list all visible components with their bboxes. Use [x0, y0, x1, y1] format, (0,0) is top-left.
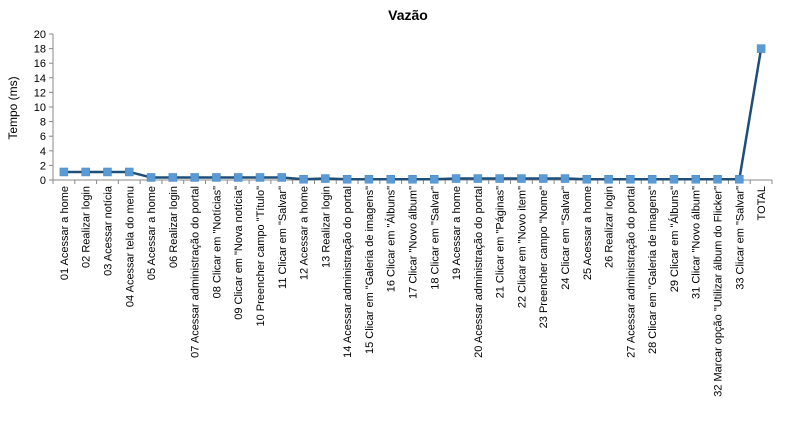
data-point: [495, 174, 504, 183]
data-point: [626, 175, 635, 184]
data-point: [647, 175, 657, 184]
x-tick-label: 15 Clicar em "Galeria de imagens": [364, 186, 376, 354]
series-layer: [59, 44, 766, 184]
data-point: [713, 175, 722, 184]
x-tick-label: 29 Clicar em "Álbuns": [668, 186, 681, 292]
x-tick-label: 23 Preencher campo "Nome": [538, 186, 550, 328]
y-tick-label: 10: [34, 102, 46, 114]
y-axis: 0 2 4 6 8 10 12 14 16 18 20: [34, 29, 54, 187]
data-point: [146, 173, 156, 182]
data-point: [125, 167, 134, 177]
data-point: [212, 173, 221, 182]
x-tick-label: 14 Acessar administração do portal: [342, 186, 354, 358]
x-tick-label: 19 Acessar a home: [451, 186, 463, 280]
y-tick-label: 12: [34, 87, 46, 99]
x-axis: 01 Acessar a home 02 Realizar login 03 Ace…: [52, 179, 773, 397]
x-tick-label: 32 Marcar opção "Utilizar álbum do Flick…: [713, 186, 725, 397]
data-point: [604, 175, 613, 184]
x-tick-label: 17 Clicar "Novo álbum": [408, 186, 420, 299]
data-point: [756, 44, 766, 53]
x-tick-label: 28 Clicar em "Galeria de imagens": [647, 186, 659, 354]
data-point: [451, 174, 461, 183]
y-tick-label: 20: [34, 29, 46, 41]
data-point: [190, 173, 199, 182]
x-tick-label: 04 Acessar tela do menu: [124, 186, 136, 307]
data-point: [691, 175, 700, 184]
data-point: [103, 167, 112, 177]
series-line: [63, 48, 763, 181]
x-tick-label: 03 Acessar notícia: [102, 185, 114, 276]
x-tick-label: 08 Clicar em "Notícias": [211, 186, 223, 298]
x-tick-label: 21 Clicar em "Páginas": [495, 186, 507, 298]
y-tick-label: 8: [40, 117, 46, 129]
x-tick-label: 25 Acessar a home: [582, 186, 594, 280]
data-point: [59, 167, 69, 177]
x-tick-label: 33 Clicar em "Salvar": [734, 186, 746, 290]
x-tick-label: 18 Clicar em "Salvar": [429, 186, 441, 290]
x-tick-label: 02 Realizar login: [81, 186, 93, 268]
y-tick-label: 0: [40, 175, 46, 187]
data-point: [473, 174, 483, 183]
y-tick-label: 2: [40, 160, 46, 172]
data-point: [81, 167, 90, 177]
x-tick-label: 24 Clicar em "Salvar": [560, 186, 572, 290]
data-point: [560, 174, 570, 183]
y-tick-label: 6: [40, 131, 46, 143]
y-tick-label: 16: [34, 58, 46, 70]
data-point: [408, 175, 417, 184]
x-tick-label: 26 Realizar login: [604, 186, 616, 268]
data-point: [277, 173, 287, 182]
data-point: [168, 173, 178, 182]
data-point: [342, 175, 352, 184]
data-point: [321, 174, 330, 183]
data-point: [299, 175, 308, 184]
data-point: [386, 175, 395, 184]
y-axis-title: Tempo (ms): [6, 76, 20, 139]
data-point: [582, 175, 592, 184]
y-tick-label: 4: [40, 146, 46, 158]
data-point: [735, 175, 744, 184]
x-tick-label: 06 Realizar login: [168, 186, 180, 268]
x-tick-label: 07 Acessar administração do portal: [190, 186, 202, 358]
x-tick-label: 05 Acessar a home: [146, 186, 158, 280]
x-tick-label: 31 Clicar "Novo álbum": [691, 186, 703, 299]
y-tick-label: 18: [34, 44, 46, 56]
y-tick-label: 14: [34, 73, 46, 85]
x-tick-label: 27 Acessar administração do portal: [625, 186, 637, 358]
data-point: [255, 173, 265, 182]
x-tick-label: 11 Clicar em "Salvar": [277, 186, 289, 289]
data-point: [233, 173, 243, 182]
x-tick-label: 16 Clicar em "Álbuns": [385, 186, 398, 292]
data-point: [517, 174, 526, 183]
data-point: [669, 175, 679, 184]
data-point: [364, 175, 374, 184]
x-tick-label: 13 Realizar login: [320, 186, 332, 268]
x-tick-label: 12 Acessar a home: [299, 186, 311, 280]
x-tick-label: 01 Acessar a home: [59, 186, 71, 280]
data-point: [430, 175, 439, 184]
x-tick-label: TOTAL: [756, 186, 768, 220]
chart-title: Vazão: [388, 7, 428, 23]
x-tick-label: 22 Clicar em "Novo item": [516, 186, 528, 308]
data-point: [538, 174, 548, 183]
x-tick-label: 10 Preencher campo "Título": [255, 186, 267, 327]
x-tick-label: 20 Acessar administração do portal: [473, 186, 485, 358]
x-tick-label: 09 Clicar em "Nova notícia": [233, 186, 245, 320]
